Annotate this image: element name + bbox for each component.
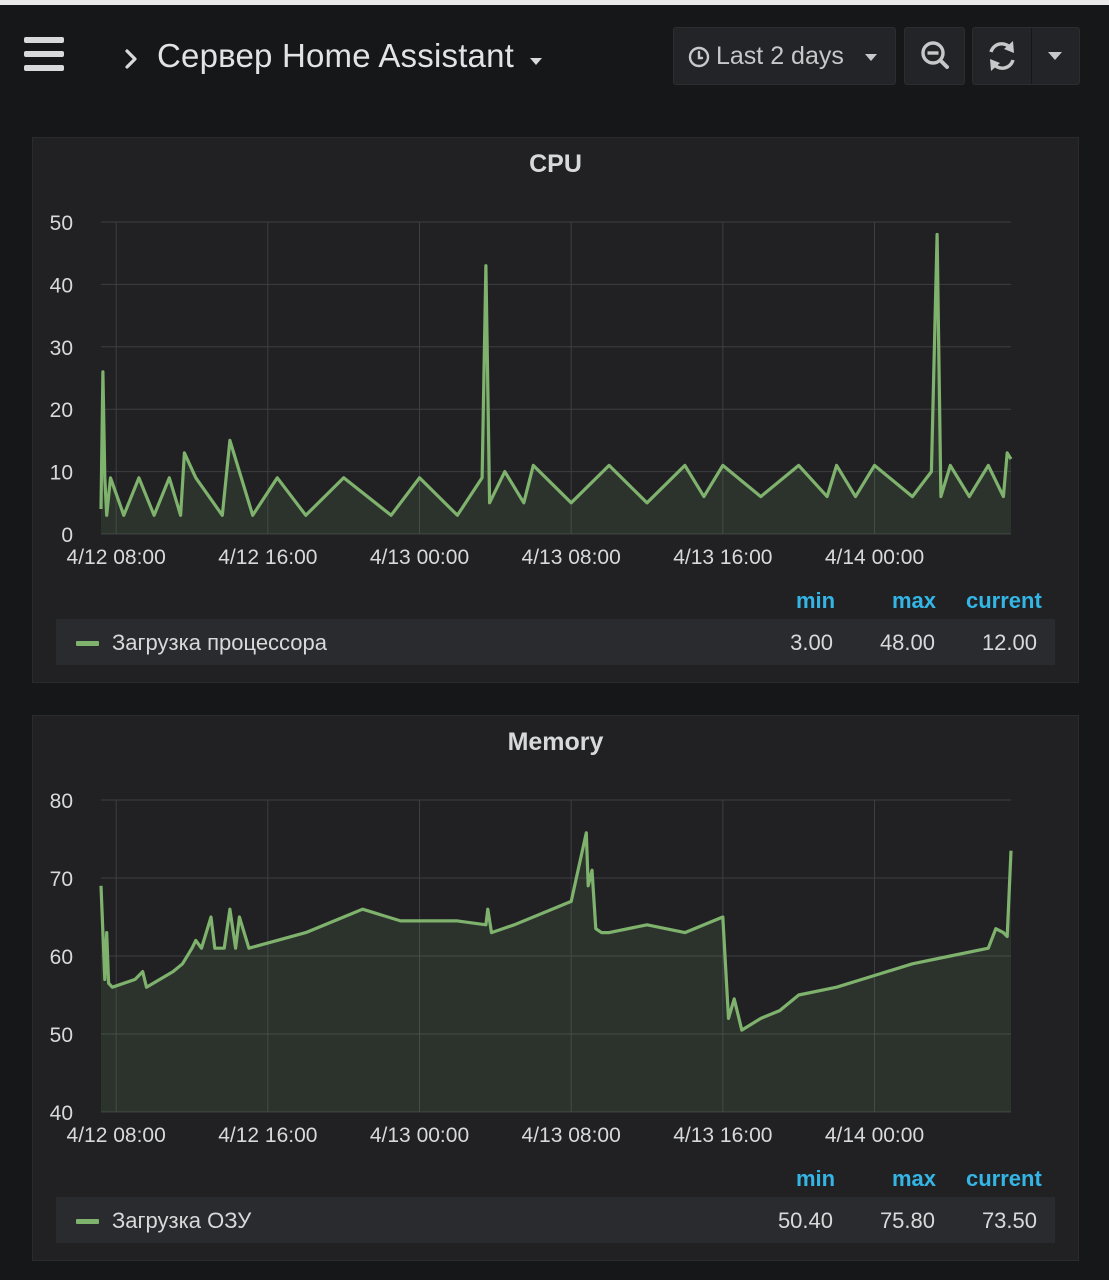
series-area-fill (101, 832, 1011, 1112)
y-tick-label: 50 (50, 1024, 73, 1047)
legend-header-max[interactable]: max (892, 1166, 937, 1191)
x-tick-label: 4/13 16:00 (673, 546, 772, 569)
legend-header-min[interactable]: min (796, 1166, 836, 1191)
legend-min-value: 3.00 (790, 630, 833, 655)
panel-title[interactable]: CPU (529, 150, 582, 178)
time-range-label: Last 2 days (716, 42, 844, 70)
refresh-icon[interactable] (973, 28, 1031, 84)
x-tick-label: 4/14 00:00 (825, 1124, 924, 1147)
hamburger-icon[interactable] (24, 37, 64, 73)
chevron-right-icon (125, 49, 137, 69)
memory-panel: Memory 40 50 60 70 80 4/12 08:00 4/12 16:00 4/1… (32, 715, 1079, 1261)
y-tick-label: 0 (61, 524, 73, 547)
legend-row[interactable]: Загрузка процессора 3.00 48.00 12.00 (56, 619, 1055, 665)
y-tick-label: 70 (50, 868, 73, 891)
cpu-panel: CPU 0 10 20 30 40 50 4/12 08:00 4/12 16:00 4/13 … (32, 137, 1079, 683)
caret-down-icon (865, 54, 877, 61)
legend-min-value: 50.40 (777, 1208, 833, 1233)
clock-icon (688, 46, 710, 68)
series-area-fill (101, 234, 1011, 534)
y-tick-label: 50 (50, 212, 73, 235)
y-tick-label: 80 (50, 790, 73, 813)
y-tick-label: 30 (50, 337, 73, 360)
x-tick-label: 4/13 00:00 (370, 546, 469, 569)
x-tick-label: 4/13 08:00 (522, 1124, 621, 1147)
x-tick-label: 4/12 16:00 (218, 546, 317, 569)
x-tick-label: 4/12 08:00 (67, 1124, 166, 1147)
zoom-out-icon (921, 41, 949, 69)
refresh-button-group (972, 27, 1080, 85)
cpu-chart[interactable]: 0 10 20 30 40 50 4/12 08:00 4/12 16:00 4/13 00:0… (33, 138, 1078, 578)
caret-down-icon[interactable] (1032, 28, 1080, 84)
legend-current-value: 73.50 (981, 1208, 1037, 1233)
memory-chart[interactable]: 40 50 60 70 80 4/12 08:00 4/12 16:00 4/13 00:00… (33, 716, 1078, 1156)
dashboard-title[interactable]: Сервер Home Assistant (157, 37, 515, 74)
navbar: Сервер Home Assistant Last 2 days (0, 5, 1109, 110)
series-line (99, 232, 1013, 517)
legend-header-current[interactable]: current (966, 1166, 1042, 1191)
panel-title[interactable]: Memory (507, 728, 604, 756)
button-divider (1031, 28, 1032, 84)
legend-header-min[interactable]: min (796, 588, 836, 613)
y-tick-label: 20 (50, 399, 73, 422)
legend-header-current[interactable]: current (966, 588, 1042, 613)
x-tick-label: 4/14 00:00 (825, 546, 924, 569)
y-tick-label: 40 (50, 274, 73, 297)
series-color-swatch[interactable] (76, 641, 99, 646)
x-tick-label: 4/12 08:00 (67, 546, 166, 569)
y-tick-label: 40 (50, 1102, 73, 1125)
caret-down-icon[interactable] (528, 55, 544, 67)
legend-current-value: 12.00 (981, 630, 1037, 655)
top-border (0, 0, 1109, 5)
legend-row[interactable]: Загрузка ОЗУ 50.40 75.80 73.50 (56, 1197, 1055, 1243)
legend-max-value: 48.00 (879, 630, 935, 655)
x-tick-label: 4/13 16:00 (673, 1124, 772, 1147)
legend-max-value: 75.80 (879, 1208, 935, 1233)
series-color-swatch[interactable] (76, 1219, 99, 1224)
legend-header-max[interactable]: max (892, 588, 937, 613)
y-tick-label: 60 (50, 946, 73, 969)
x-tick-label: 4/13 00:00 (370, 1124, 469, 1147)
zoom-out-button[interactable] (904, 27, 965, 85)
time-range-picker[interactable]: Last 2 days (673, 27, 896, 85)
x-tick-label: 4/13 08:00 (522, 546, 621, 569)
y-tick-label: 10 (50, 462, 73, 485)
x-tick-label: 4/12 16:00 (218, 1124, 317, 1147)
legend-series-name[interactable]: Загрузка процессора (112, 630, 328, 655)
legend-series-name[interactable]: Загрузка ОЗУ (112, 1208, 252, 1233)
series-line (99, 831, 1013, 1032)
